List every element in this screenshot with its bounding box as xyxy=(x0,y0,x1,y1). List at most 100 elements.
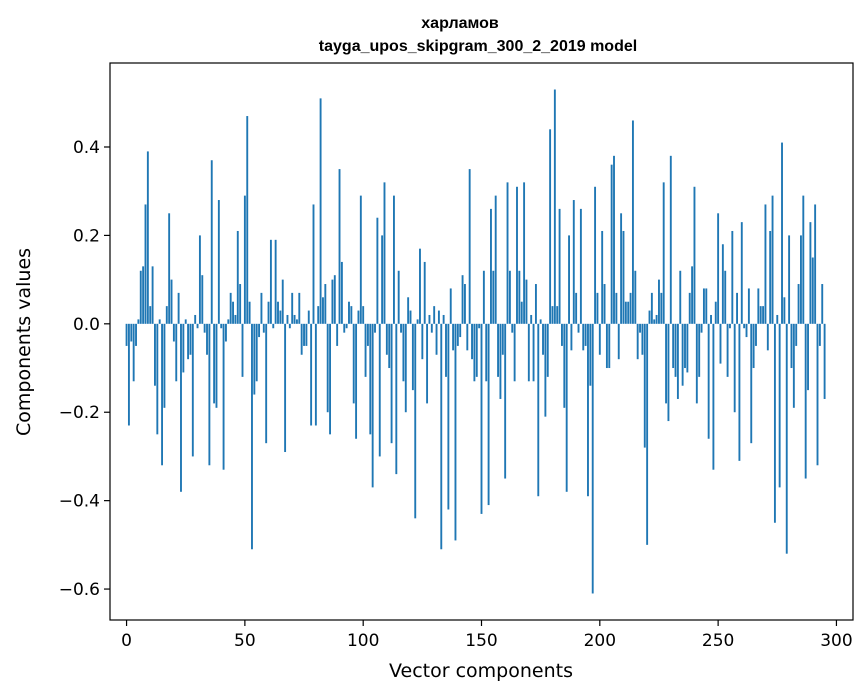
bar-88 xyxy=(333,275,336,324)
bar-189 xyxy=(572,200,575,324)
bar-243 xyxy=(700,323,703,333)
bar-94 xyxy=(348,301,350,324)
bar-101 xyxy=(364,323,367,377)
bar-276 xyxy=(778,323,781,488)
bar-213 xyxy=(629,292,632,324)
bar-264 xyxy=(750,323,753,444)
bar-169 xyxy=(525,279,528,324)
plot-frame xyxy=(109,62,854,621)
bar-108 xyxy=(381,235,384,324)
bar-129 xyxy=(430,323,433,333)
bar-60 xyxy=(267,301,270,324)
bar-110 xyxy=(385,323,388,355)
bar-4 xyxy=(135,323,137,346)
bar-157 xyxy=(497,323,500,377)
bar-226 xyxy=(660,292,663,324)
bar-85 xyxy=(326,323,329,413)
bar-176 xyxy=(542,323,544,355)
y-axis-label: Components values xyxy=(13,248,35,436)
bar-152 xyxy=(485,323,488,382)
bar-154 xyxy=(490,208,492,324)
bar-68 xyxy=(286,314,289,324)
bar-52 xyxy=(248,301,251,324)
bar-86 xyxy=(329,323,331,435)
y-tick-label: −0.6 xyxy=(59,580,100,600)
bar-164 xyxy=(513,323,516,382)
bar-142 xyxy=(461,275,464,324)
bar-230 xyxy=(669,155,672,324)
bar-150 xyxy=(480,323,483,514)
bar-271 xyxy=(766,323,769,351)
bar-56 xyxy=(258,323,261,338)
bar-84 xyxy=(324,284,327,324)
bar-137 xyxy=(449,288,452,324)
bar-267 xyxy=(757,288,760,324)
bar-145 xyxy=(468,169,471,324)
bar-277 xyxy=(781,142,783,324)
bar-259 xyxy=(738,323,741,461)
bar-126 xyxy=(423,261,426,324)
bar-248 xyxy=(712,323,715,470)
bar-104 xyxy=(371,323,374,488)
bar-205 xyxy=(610,164,613,324)
bar-216 xyxy=(636,323,639,360)
bar-87 xyxy=(331,279,334,324)
bar-268 xyxy=(759,306,762,324)
bar-244 xyxy=(702,288,705,324)
bar-160 xyxy=(504,323,507,479)
bar-48 xyxy=(239,284,242,324)
bar-182 xyxy=(556,306,559,324)
bar-231 xyxy=(672,323,675,369)
bar-252 xyxy=(721,244,724,324)
bar-156 xyxy=(494,195,497,324)
bar-199 xyxy=(596,292,599,324)
bar-294 xyxy=(821,284,824,324)
bar-128 xyxy=(428,314,431,324)
bar-35 xyxy=(208,323,211,466)
bar-146 xyxy=(471,323,473,360)
bar-149 xyxy=(478,323,481,329)
bar-273 xyxy=(771,195,774,324)
bar-20 xyxy=(172,323,175,342)
y-tick-label: −0.2 xyxy=(59,403,100,423)
bar-197 xyxy=(591,323,594,594)
bar-286 xyxy=(802,195,805,324)
bar-121 xyxy=(411,323,414,391)
bar-44 xyxy=(229,292,232,324)
bar-207 xyxy=(615,292,618,324)
bar-2 xyxy=(130,323,133,342)
y-tick-label: 0.4 xyxy=(73,138,100,158)
bar-191 xyxy=(577,323,580,333)
x-tick-label: 0 xyxy=(121,631,132,651)
bar-188 xyxy=(570,323,573,351)
x-axis-label: Vector components xyxy=(389,660,573,682)
bar-245 xyxy=(705,288,708,324)
bar-96 xyxy=(352,323,355,404)
bar-59 xyxy=(265,323,268,444)
bar-73 xyxy=(298,292,301,324)
bar-159 xyxy=(501,323,504,355)
bar-196 xyxy=(589,323,592,386)
bar-25 xyxy=(184,319,187,324)
bar-260 xyxy=(740,222,743,324)
bar-192 xyxy=(579,208,582,324)
bar-135 xyxy=(445,323,447,377)
bar-117 xyxy=(402,323,405,382)
bar-127 xyxy=(426,323,429,404)
bar-71 xyxy=(293,314,296,324)
bar-288 xyxy=(807,323,809,391)
bar-256 xyxy=(731,230,734,324)
x-tick-label: 100 xyxy=(347,631,379,651)
bar-23 xyxy=(180,323,182,492)
bar-269 xyxy=(762,306,765,324)
bar-75 xyxy=(303,323,305,346)
bar-139 xyxy=(454,323,457,541)
bar-194 xyxy=(584,323,587,346)
chart-subtitle: tayga_upos_skipgram_300_2_2019 model xyxy=(319,38,637,55)
bar-3 xyxy=(132,323,135,382)
bar-41 xyxy=(222,323,225,470)
bar-91 xyxy=(340,261,343,324)
bar-185 xyxy=(563,323,566,408)
bar-57 xyxy=(260,292,263,324)
bar-266 xyxy=(755,323,757,346)
